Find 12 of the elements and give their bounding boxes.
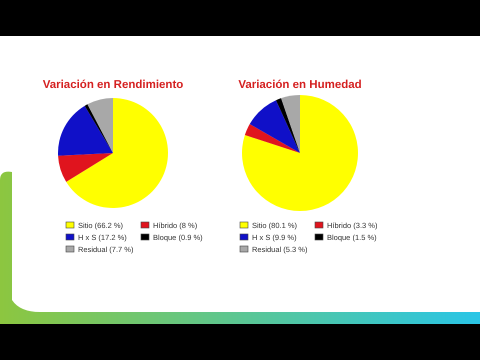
pie-slice [84,104,113,153]
pie-slice [87,98,113,153]
pie-slice [250,100,300,153]
chart-title: Variación en Humedad [238,79,362,91]
pie-slice [281,95,300,153]
pie-slice [58,106,113,156]
chart-title: Variación en Rendimiento [42,79,184,91]
pie-slice [276,98,300,153]
pie-slice [66,98,168,208]
pie-slice [58,153,113,182]
pie-slice [244,124,300,153]
pie-slice [242,95,358,211]
